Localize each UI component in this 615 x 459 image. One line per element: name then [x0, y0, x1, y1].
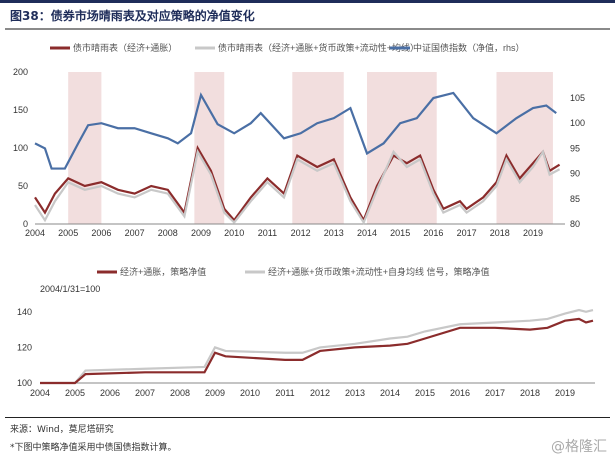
x-tick: 2011	[275, 388, 294, 398]
x-tick: 2007	[125, 228, 145, 238]
x-tick: 2019	[523, 228, 543, 238]
x-tick: 2013	[324, 228, 344, 238]
x-tick: 2008	[158, 228, 178, 238]
shaded-period	[367, 72, 437, 224]
y-tick-right: 80	[570, 219, 580, 229]
x-tick: 2012	[310, 388, 330, 398]
series-line-1	[34, 148, 561, 225]
legend-label: 债市晴雨表（经济+通胀）	[73, 42, 177, 53]
x-tick: 2009	[205, 388, 225, 398]
series-line-1	[40, 308, 594, 385]
legend-label: 经济+通胀+货币政策+流动性+自身均线 信号，策略净值	[268, 266, 490, 277]
x-tick: 2014	[380, 388, 400, 398]
divider	[5, 417, 610, 418]
x-tick: 2011	[258, 228, 277, 238]
series-line-0	[40, 317, 594, 385]
y-tick-left: 0	[23, 219, 28, 229]
x-tick: 2010	[224, 228, 244, 238]
x-tick: 2008	[170, 388, 190, 398]
series-line-2	[34, 91, 557, 170]
x-tick: 2012	[291, 228, 311, 238]
y-tick: 140	[17, 307, 32, 317]
x-tick: 2015	[415, 388, 435, 398]
series-line-0	[34, 144, 561, 223]
x-tick: 2006	[91, 228, 111, 238]
x-tick: 2013	[345, 388, 365, 398]
y-tick-right: 95	[570, 143, 580, 153]
x-tick: 2018	[520, 388, 540, 398]
shaded-period	[496, 72, 553, 224]
index-base-note: 2004/1/31=100	[40, 284, 100, 294]
x-tick: 2005	[65, 388, 85, 398]
x-tick: 2018	[490, 228, 510, 238]
x-tick: 2016	[423, 228, 443, 238]
y-tick-left: 150	[13, 105, 28, 115]
x-tick: 2019	[555, 388, 575, 398]
top-bar	[0, 0, 615, 3]
legend-label: 经济+通胀，策略净值	[120, 266, 206, 277]
x-tick: 2015	[390, 228, 410, 238]
y-tick-right: 90	[570, 169, 580, 179]
figure-title: 图38：债券市场晴雨表及对应策略的净值变化	[10, 9, 255, 23]
x-tick: 2006	[100, 388, 120, 398]
x-tick: 2014	[357, 228, 377, 238]
shaded-period	[68, 72, 102, 224]
y-tick-right: 105	[570, 93, 585, 103]
y-tick-right: 100	[570, 118, 585, 128]
x-tick: 2004	[30, 388, 50, 398]
y-tick-right: 85	[570, 194, 580, 204]
x-tick: 2009	[191, 228, 211, 238]
calc-note: *下图中策略净值采用中债国债指数计算。	[10, 443, 177, 453]
y-tick-left: 200	[13, 67, 28, 77]
legend-label: 债市晴雨表（经济+通胀+货币政策+流动性+均线）	[218, 42, 419, 53]
x-tick: 2016	[450, 388, 470, 398]
source-note: 来源：Wind，莫尼塔研究	[10, 425, 114, 435]
x-tick: 2017	[457, 228, 477, 238]
y-tick: 120	[17, 342, 32, 352]
divider	[5, 28, 610, 30]
y-tick: 100	[17, 378, 32, 388]
x-tick: 2005	[58, 228, 78, 238]
x-tick: 2010	[240, 388, 260, 398]
y-tick-left: 100	[13, 143, 28, 153]
legend-label: 中证国债指数（净值，rhs）	[413, 42, 525, 53]
watermark: @格隆汇	[551, 439, 607, 455]
y-tick-left: 50	[18, 181, 28, 191]
x-tick: 2017	[485, 388, 505, 398]
x-tick: 2007	[135, 388, 155, 398]
x-tick: 2004	[25, 228, 45, 238]
shaded-period	[292, 72, 344, 224]
